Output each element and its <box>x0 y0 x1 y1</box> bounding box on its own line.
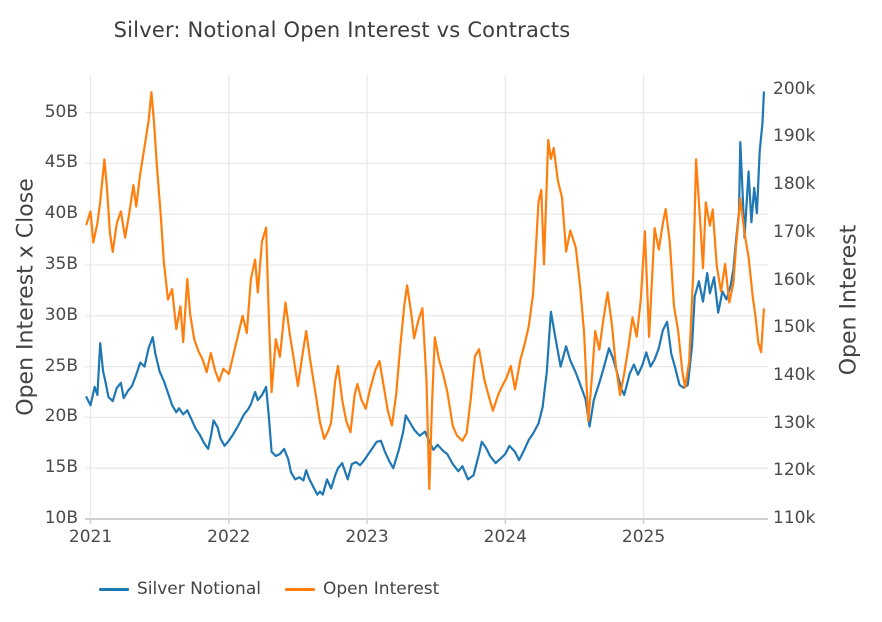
y-right-tick-label: 110k <box>773 508 816 528</box>
y-left-tick-label: 20B <box>44 406 78 427</box>
chart-title: Silver: Notional Open Interest vs Contra… <box>113 18 571 42</box>
y-left-tick-label: 50B <box>44 101 78 122</box>
y-right-tick-label: 150k <box>773 317 816 338</box>
legend-swatch-open-interest <box>284 587 315 591</box>
y-right-tick-label: 140k <box>773 364 816 385</box>
y-left-tick-label: 10B <box>44 508 78 528</box>
legend-item-open-interest[interactable]: Open Interest <box>284 579 440 599</box>
x-tick-label: 2024 <box>483 527 527 547</box>
y-left-tick-label: 30B <box>44 304 78 325</box>
legend-label-open-interest: Open Interest <box>322 579 440 599</box>
y-right-tick-label: 160k <box>773 269 816 290</box>
y-right-tick-label: 170k <box>773 221 816 242</box>
series-line-silver-notional[interactable] <box>85 91 765 496</box>
y-right-tick-label: 200k <box>773 78 816 99</box>
y-right-tick-label: 130k <box>773 412 816 433</box>
y-left-tick-label: 15B <box>44 457 78 478</box>
legend: Silver Notional Open Interest <box>99 579 439 599</box>
y-right-tick-label: 190k <box>773 126 816 147</box>
y-left-tick-label: 25B <box>44 355 78 376</box>
x-tick-label: 2023 <box>345 527 389 547</box>
y-left-tick-label: 40B <box>44 203 78 224</box>
y-left-tick-label: 45B <box>44 152 78 173</box>
legend-item-silver-notional[interactable]: Silver Notional <box>99 579 261 599</box>
series-line-open-interest[interactable] <box>85 91 765 491</box>
y-right-tick-label: 180k <box>773 174 816 195</box>
x-tick-label: 2022 <box>207 527 251 547</box>
legend-label-silver-notional: Silver Notional <box>137 579 261 599</box>
y-left-tick-label: 35B <box>44 253 78 274</box>
x-tick-label: 2021 <box>68 527 113 547</box>
legend-swatch-silver-notional <box>99 587 129 591</box>
x-tick-label: 2025 <box>621 527 666 547</box>
y-right-tick-label: 120k <box>773 460 816 481</box>
